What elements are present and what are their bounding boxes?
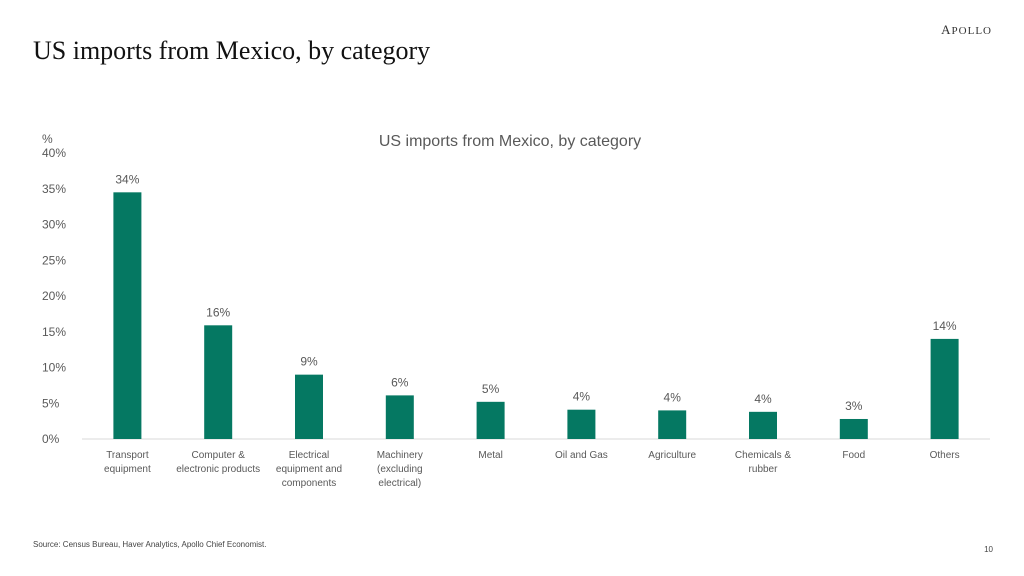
x-tick-label: Food xyxy=(842,450,865,461)
bar xyxy=(476,401,505,439)
data-label: 16% xyxy=(206,305,230,319)
y-tick-label: 30% xyxy=(42,218,66,232)
data-label: 14% xyxy=(933,319,957,333)
x-tick-label: Agriculture xyxy=(648,450,696,461)
apollo-logo: APOLLO xyxy=(941,22,992,37)
y-tick-label: 10% xyxy=(42,361,66,375)
x-tick-label: Machinery (excluding electrical) xyxy=(377,450,423,489)
data-label: 3% xyxy=(845,399,863,413)
x-tick-label: Computer & electronic products xyxy=(176,450,260,475)
data-label: 5% xyxy=(482,382,500,396)
y-tick-label: 20% xyxy=(42,289,66,303)
bar xyxy=(749,411,777,439)
bar xyxy=(295,374,323,439)
data-label: 4% xyxy=(754,392,772,406)
chart-title: US imports from Mexico, by category xyxy=(379,133,641,150)
slide-title: US imports from Mexico, by category xyxy=(33,36,431,65)
bar xyxy=(113,192,142,439)
data-label: 4% xyxy=(573,390,591,404)
data-label: 4% xyxy=(664,390,682,404)
bar xyxy=(385,395,414,439)
x-tick-label: Chemicals & rubber xyxy=(735,450,791,475)
x-tick-label: Oil and Gas xyxy=(555,450,608,461)
y-tick-label: 25% xyxy=(42,253,66,267)
data-label: 9% xyxy=(300,355,318,369)
source-note: Source: Census Bureau, Haver Analytics, … xyxy=(33,540,267,549)
bar xyxy=(204,325,233,439)
data-label: 34% xyxy=(115,172,139,186)
y-tick-label: 5% xyxy=(42,396,60,410)
bar xyxy=(567,409,596,439)
bar xyxy=(930,338,959,439)
y-axis-label: % xyxy=(42,132,53,146)
y-tick-label: 35% xyxy=(42,182,66,196)
x-tick-label: Transport equipment xyxy=(104,450,151,475)
x-tick-label: Metal xyxy=(478,450,502,461)
x-tick-label: Others xyxy=(930,450,960,461)
y-tick-label: 40% xyxy=(42,146,66,160)
bar xyxy=(658,410,687,439)
page-number: 10 xyxy=(984,545,993,554)
y-tick-label: 15% xyxy=(42,325,66,339)
data-label: 6% xyxy=(391,375,409,389)
x-tick-label: Electrical equipment and components xyxy=(276,450,342,489)
y-tick-label: 0% xyxy=(42,432,60,446)
bar xyxy=(839,418,868,439)
